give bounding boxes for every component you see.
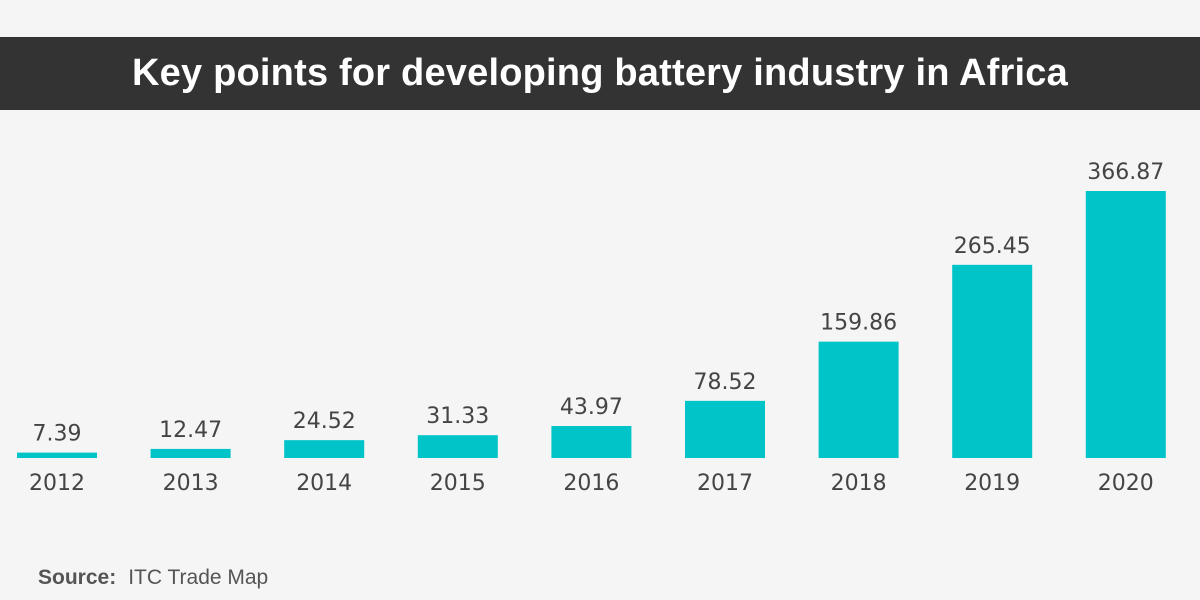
source-label: Source:: [38, 566, 117, 589]
bar-2018: [818, 341, 899, 458]
x-tick-label-2017: 2017: [697, 471, 753, 496]
source-note: Source: ITC Trade Map: [38, 566, 268, 590]
x-tick-label-2019: 2019: [964, 471, 1020, 496]
bar-2017: [685, 400, 765, 458]
bar-2015: [417, 435, 498, 458]
chart-title: Key points for developing battery indust…: [132, 52, 1068, 94]
x-tick-label-2016: 2016: [563, 471, 619, 496]
x-tick-label-2012: 2012: [29, 471, 85, 496]
x-tick-label-2020: 2020: [1098, 471, 1154, 496]
bar-2012: [17, 452, 97, 458]
bar-2016: [551, 425, 632, 458]
data-label-2012: 7.39: [33, 422, 82, 447]
bar-2020: [1085, 191, 1166, 458]
data-label-2017: 78.52: [694, 370, 757, 395]
data-label-2013: 12.47: [159, 418, 222, 443]
bar-2014: [284, 440, 365, 458]
data-label-2018: 159.86: [820, 311, 897, 336]
x-tick-label-2014: 2014: [296, 471, 352, 496]
title-bar: Key points for developing battery indust…: [0, 37, 1200, 110]
source-value: ITC Trade Map: [128, 566, 269, 589]
bar-2013: [150, 448, 231, 458]
data-label-2019: 265.45: [954, 234, 1031, 259]
data-label-2016: 43.97: [560, 395, 623, 420]
x-tick-label-2013: 2013: [163, 471, 219, 496]
x-tick-label-2018: 2018: [831, 471, 887, 496]
x-tick-label-2015: 2015: [430, 471, 486, 496]
bar-2019: [952, 264, 1033, 458]
data-label-2020: 366.87: [1087, 160, 1164, 185]
data-label-2014: 24.52: [293, 409, 356, 434]
data-label-2015: 31.33: [426, 404, 489, 429]
